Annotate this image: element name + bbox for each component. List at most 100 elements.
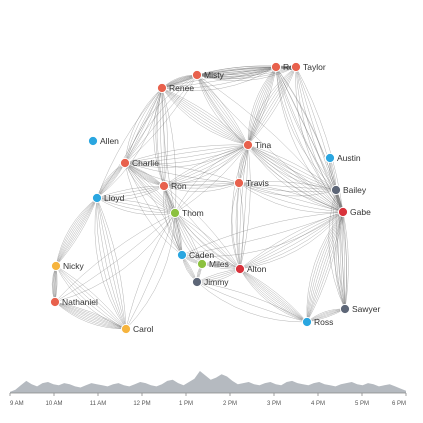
node-ron[interactable]: Ron <box>158 180 187 192</box>
edge <box>196 281 308 323</box>
node-dot[interactable] <box>196 258 208 270</box>
edge-bundle-jimmy-ross <box>196 281 308 323</box>
node-dot[interactable] <box>191 276 203 288</box>
node-label: Sawyer <box>352 304 381 314</box>
edge-bundle-lloyd-renee <box>96 87 163 199</box>
edge-bundle-nathaniel-thom <box>54 212 176 303</box>
node-label: Nicky <box>63 261 85 271</box>
node-thom[interactable]: Thom <box>169 207 204 219</box>
edge <box>163 144 249 187</box>
edge <box>96 197 127 330</box>
node-gabe[interactable]: Gabe <box>337 206 371 218</box>
edge <box>161 87 168 187</box>
edge <box>247 66 297 146</box>
node-dot[interactable] <box>50 260 62 272</box>
node-dot[interactable] <box>176 249 188 261</box>
node-dot[interactable] <box>120 323 132 335</box>
node-dot[interactable] <box>191 69 203 81</box>
node-lloyd[interactable]: Lloyd <box>91 192 125 204</box>
node-miles[interactable]: Miles <box>196 258 229 270</box>
edge <box>239 268 308 323</box>
node-dot[interactable] <box>330 184 342 196</box>
node-label: Gabe <box>350 207 371 217</box>
edge <box>174 212 241 270</box>
edge <box>125 212 176 330</box>
node-taylor[interactable]: Taylor <box>290 61 326 73</box>
node-renee[interactable]: Renee <box>156 82 194 94</box>
node-dot[interactable] <box>290 61 302 73</box>
node-jimmy[interactable]: Jimmy <box>191 276 229 288</box>
tick-label: 5 PM <box>355 401 369 407</box>
tick-label: 12 PM <box>133 401 150 407</box>
node-ross[interactable]: Ross <box>301 316 333 328</box>
node-dot[interactable] <box>169 207 181 219</box>
edge-bundle-charlie-caden <box>124 162 183 256</box>
edge <box>55 197 98 267</box>
timeline-chart[interactable]: 9 AM 10 AM 11 AM 12 PM 1 PM 2 PM 3 PM 4 PM 5 PM 6… <box>9 371 407 407</box>
edge-bundle-ron2-bailey <box>275 66 337 191</box>
node-dot[interactable] <box>270 61 282 73</box>
edge <box>124 144 249 164</box>
node-allen[interactable]: Allen <box>87 135 119 147</box>
edge <box>124 162 176 214</box>
node-nicky[interactable]: Nicky <box>50 260 85 272</box>
edge <box>239 144 249 270</box>
edge <box>124 162 176 214</box>
node-label: Allen <box>100 136 119 146</box>
node-nathaniel[interactable]: Nathaniel <box>49 296 98 308</box>
node-dot[interactable] <box>91 192 103 204</box>
edge <box>96 185 165 199</box>
node-dot[interactable] <box>49 296 61 308</box>
edge <box>96 197 127 330</box>
node-travis[interactable]: Travis <box>233 177 269 189</box>
edge <box>238 182 344 213</box>
edge <box>161 87 249 146</box>
node-dot[interactable] <box>233 177 245 189</box>
node-dot[interactable] <box>242 139 254 151</box>
edge <box>295 66 344 213</box>
node-dot[interactable] <box>339 303 351 315</box>
node-austin[interactable]: Austin <box>324 152 361 164</box>
edge <box>196 66 297 82</box>
edge <box>306 211 344 323</box>
node-alton[interactable]: Alton <box>234 263 267 275</box>
edge-bundle-lloyd-nicky <box>55 197 98 267</box>
edge <box>124 74 198 164</box>
edge <box>238 182 244 270</box>
edge <box>163 180 240 187</box>
edge <box>124 162 183 256</box>
edge <box>238 182 344 213</box>
edge <box>55 197 98 267</box>
edge-bundle-misty-tina <box>196 74 249 146</box>
node-misty[interactable]: Misty <box>191 69 225 81</box>
node-dot[interactable] <box>158 180 170 192</box>
node-dot[interactable] <box>87 135 99 147</box>
edge <box>275 66 337 191</box>
edge <box>124 162 240 184</box>
node-charlie[interactable]: Charlie <box>119 157 159 169</box>
node-sawyer[interactable]: Sawyer <box>339 303 381 315</box>
edge-bundle-gabe-ross <box>306 211 344 323</box>
edge <box>231 182 241 270</box>
edge <box>55 197 98 267</box>
edge-bundle-lloyd-thom <box>96 197 176 215</box>
node-dot[interactable] <box>337 206 349 218</box>
node-carol[interactable]: Carol <box>120 323 153 335</box>
node-dot[interactable] <box>156 82 168 94</box>
edge <box>174 144 249 214</box>
edge <box>239 268 308 323</box>
node-dot[interactable] <box>119 157 131 169</box>
node-dot[interactable] <box>234 263 246 275</box>
edge <box>54 301 127 330</box>
edge <box>196 74 344 213</box>
edge-bundle-lloyd-carol <box>94 197 127 330</box>
node-bailey[interactable]: Bailey <box>330 184 367 196</box>
edge <box>153 87 165 187</box>
edge <box>306 211 344 323</box>
node-dot[interactable] <box>301 316 313 328</box>
edge <box>247 66 277 146</box>
node-dot[interactable] <box>324 152 336 164</box>
node-tina[interactable]: Tina <box>242 139 271 151</box>
node-caden[interactable]: Caden <box>176 249 214 261</box>
